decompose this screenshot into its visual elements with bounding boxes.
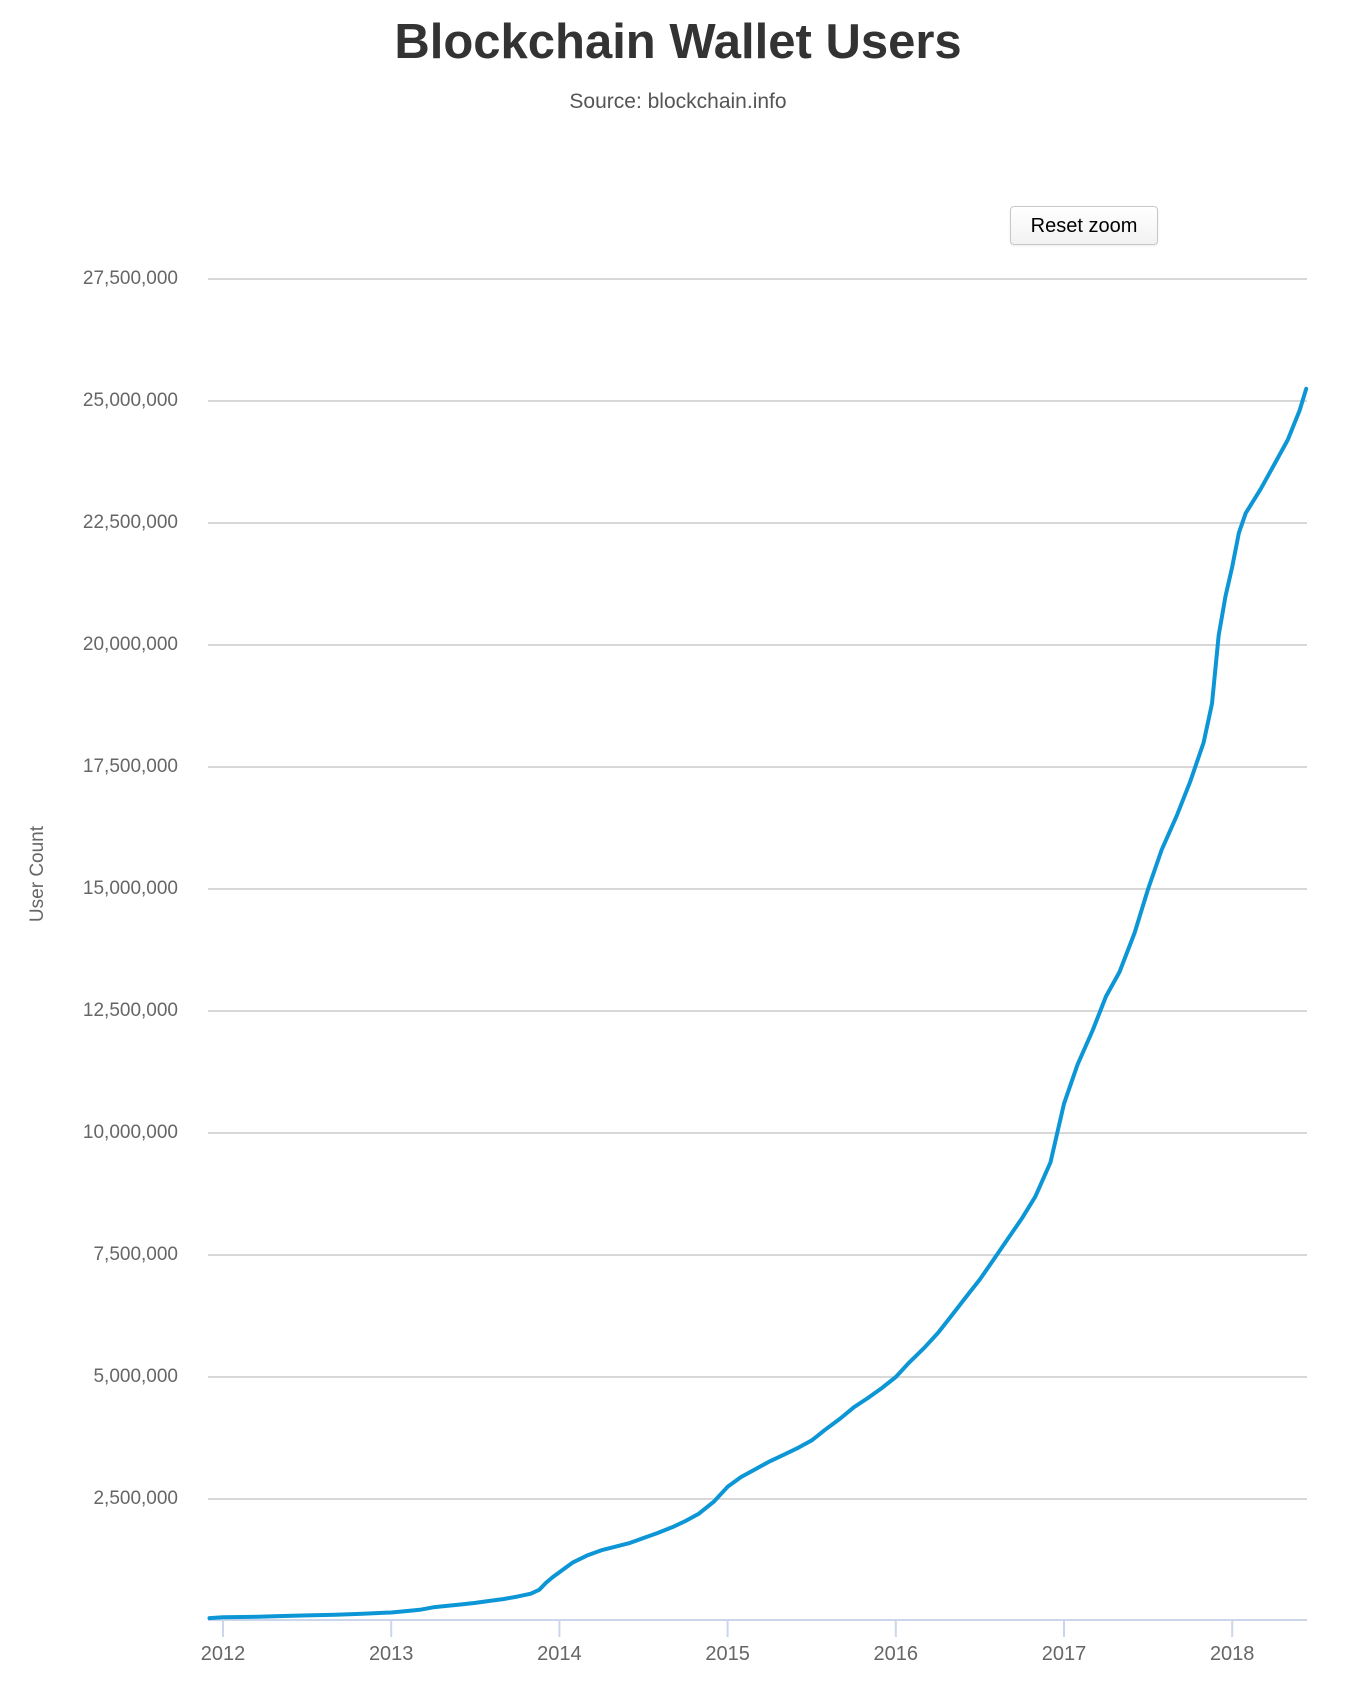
y-axis-label: 17,500,000 [82, 756, 178, 777]
x-axis-label: 2018 [1209, 1643, 1255, 1665]
series-line [207, 386, 1309, 1621]
reset-zoom-button[interactable]: Reset zoom [1010, 206, 1158, 245]
y-axis-label: 7,500,000 [93, 1244, 178, 1265]
y-axis-label: 2,500,000 [93, 1488, 178, 1509]
x-axis-label: 2013 [368, 1643, 414, 1665]
y-axis-label: 25,000,000 [82, 390, 178, 411]
x-axis-label: 2017 [1041, 1643, 1087, 1665]
y-axis-label: 22,500,000 [82, 512, 178, 533]
y-axis-label: 12,500,000 [82, 1000, 178, 1021]
y-axis-label: 15,000,000 [82, 878, 178, 899]
y-axis-label: 10,000,000 [82, 1122, 178, 1143]
chart-subtitle: Source: blockchain.info [569, 90, 787, 113]
x-axis-label: 2015 [705, 1643, 750, 1665]
y-axis-label: 5,000,000 [93, 1366, 178, 1387]
x-axis-label: 2014 [537, 1643, 582, 1665]
y-axis-label: 20,000,000 [82, 634, 178, 655]
y-axis-label: 27,500,000 [82, 268, 178, 289]
x-axis-label: 2016 [873, 1643, 919, 1665]
x-axis-label: 2012 [200, 1643, 246, 1665]
chart-title: Blockchain Wallet Users [394, 15, 962, 69]
y-axis-title: User Count [27, 825, 48, 923]
